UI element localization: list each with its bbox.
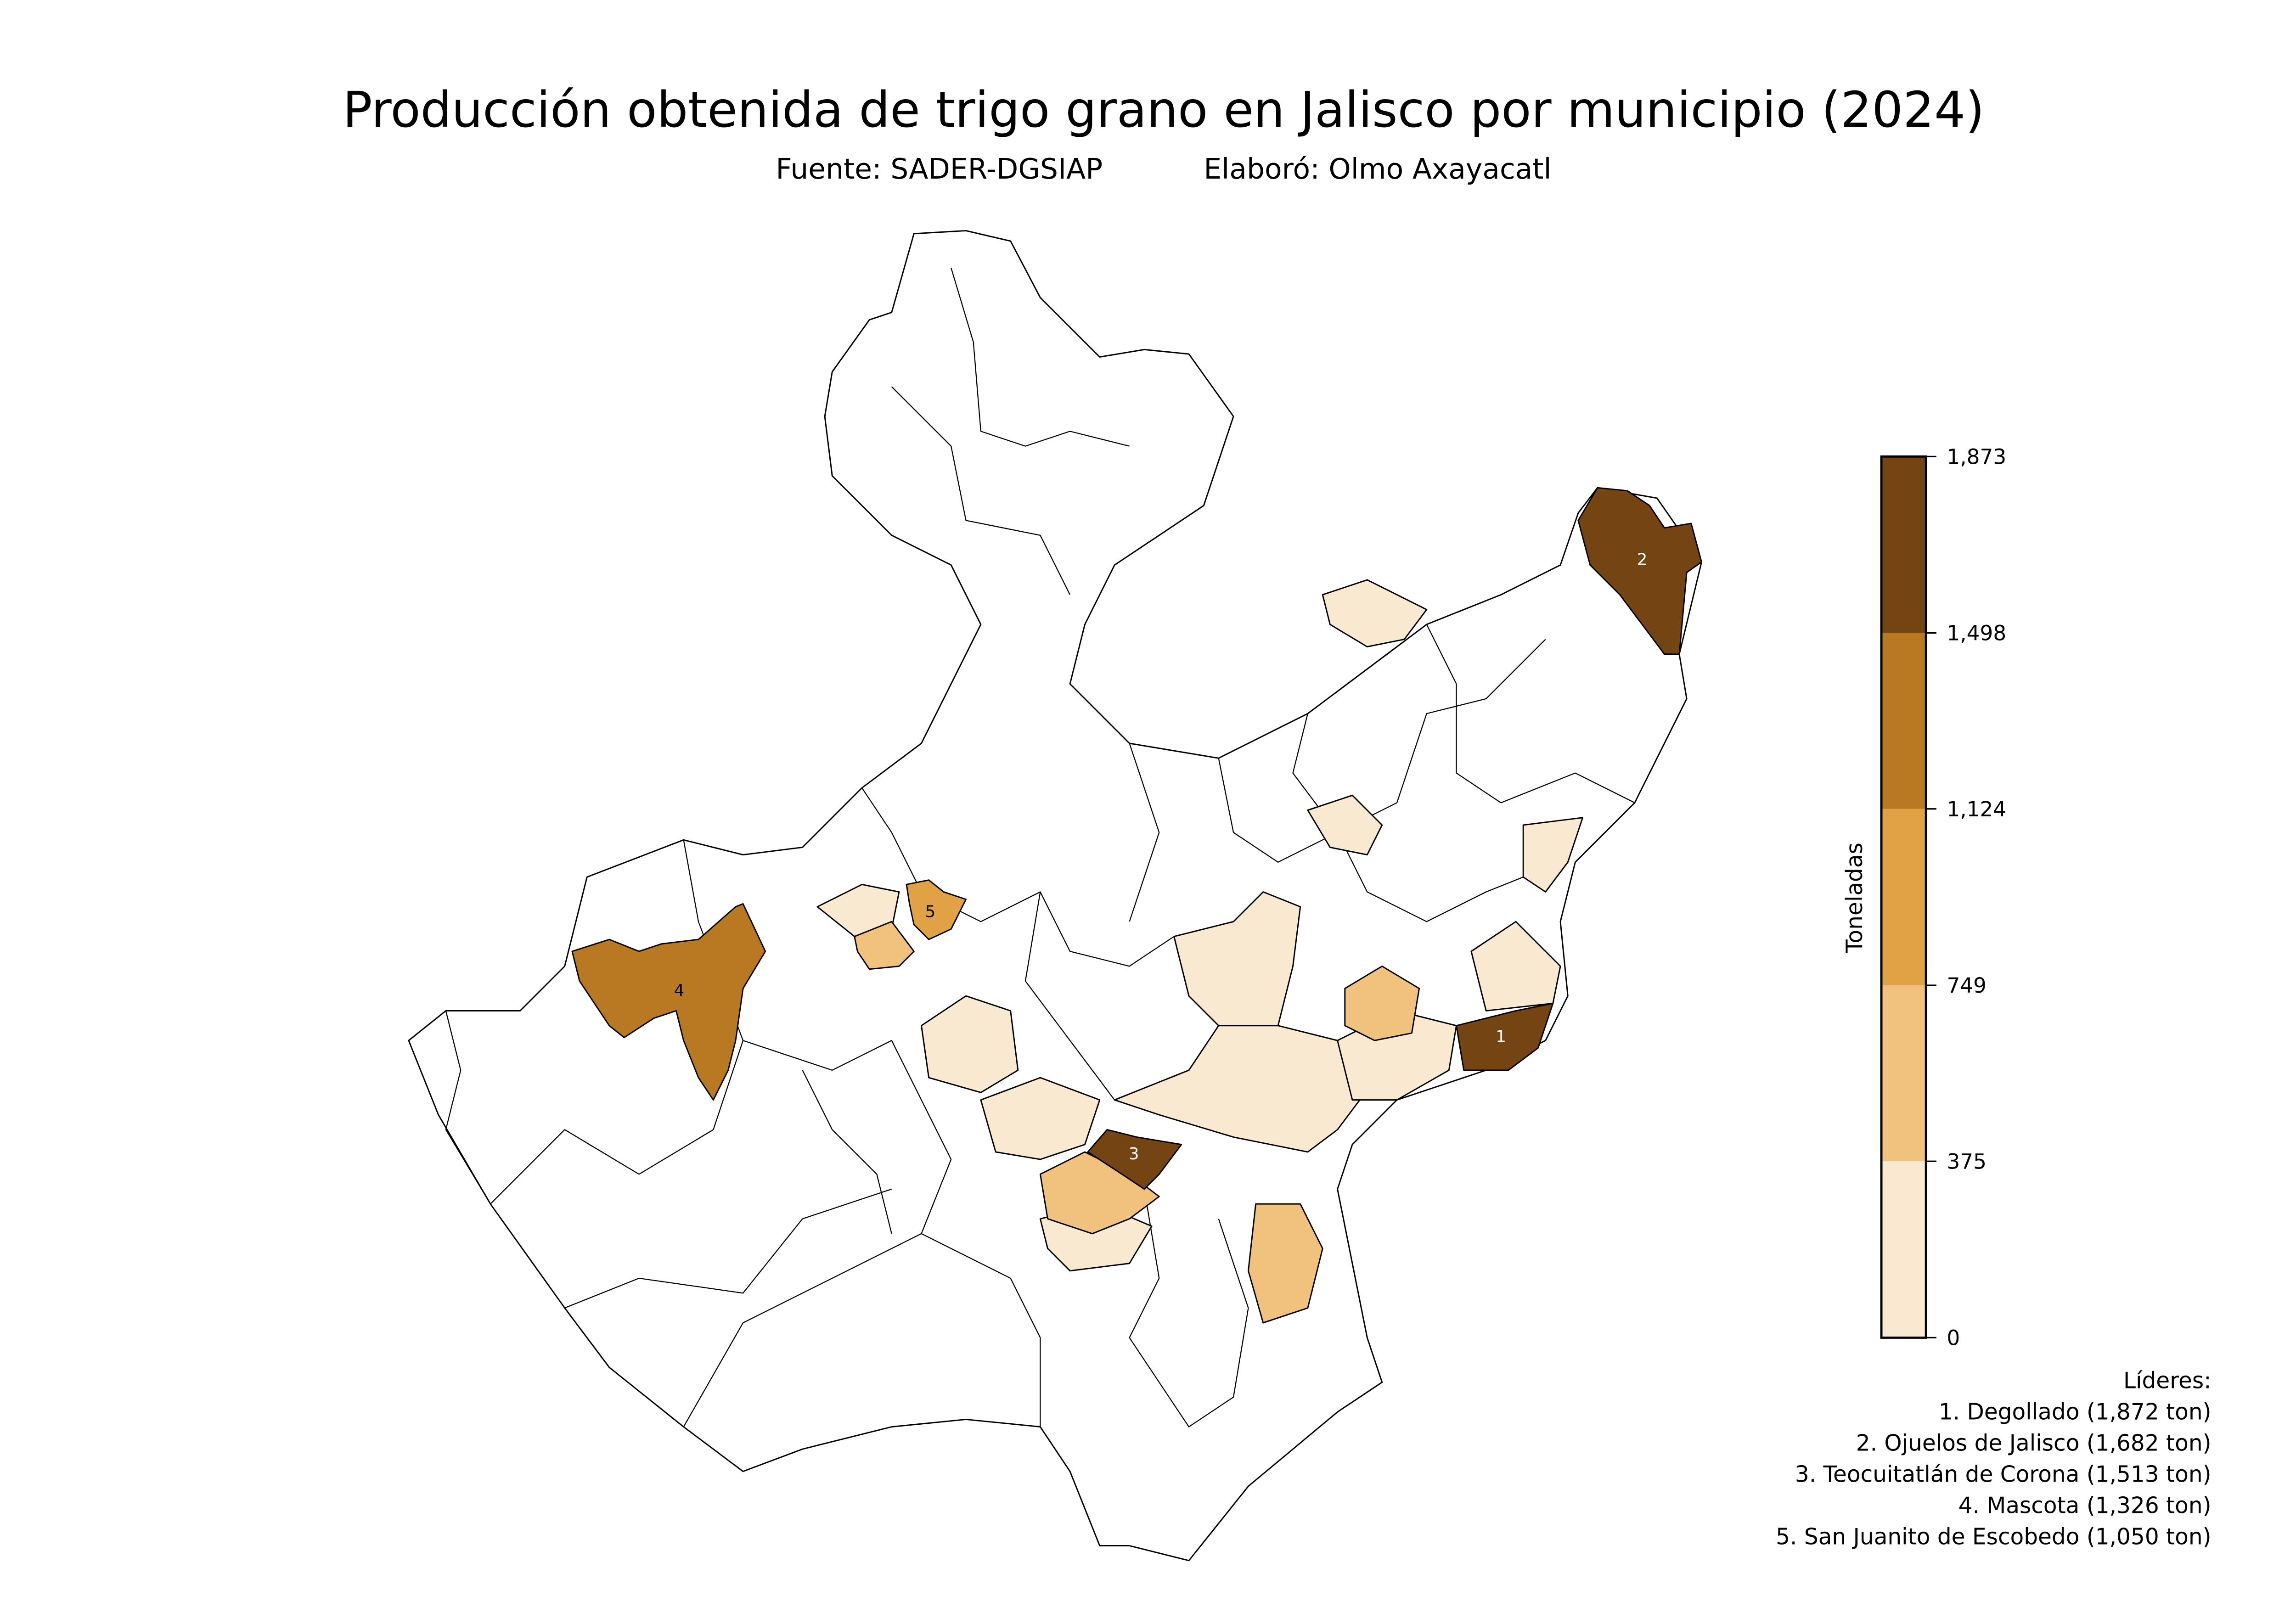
mid-production-municipalities bbox=[854, 921, 1420, 1324]
colorbar-bin bbox=[1881, 633, 1926, 809]
legend-item: 4. Mascota (1,326 ton) bbox=[1958, 1493, 2212, 1518]
colorbar-tick-label: 1,124 bbox=[1947, 797, 2006, 821]
colorbar-tick-label: 1,498 bbox=[1947, 621, 2006, 646]
colorbar-frame bbox=[1880, 455, 1927, 1339]
leaders-legend: Líderes: 1. Degollado (1,872 ton) 2. Oju… bbox=[1776, 1368, 2211, 1550]
map-label-2: 2 bbox=[1637, 551, 1648, 569]
colorbar-tick-label: 0 bbox=[1947, 1326, 1960, 1350]
municipality-degollado bbox=[1456, 1002, 1554, 1071]
map-label-1: 1 bbox=[1496, 1027, 1506, 1046]
municipality-teocuitatlan bbox=[1087, 1129, 1182, 1190]
municipality-san-juanito bbox=[906, 879, 967, 940]
colorbar-bin bbox=[1881, 809, 1926, 985]
municipality-mascota bbox=[571, 903, 766, 1101]
region-near-5 bbox=[854, 921, 915, 970]
colorbar-bin bbox=[1881, 985, 1926, 1162]
legend-item: 5. San Juanito de Escobedo (1,050 ton) bbox=[1776, 1524, 2211, 1550]
subtitle-author: Elaboró: Olmo Axayacatl bbox=[1204, 153, 1551, 185]
colorbar-bin bbox=[1881, 456, 1926, 633]
state-outline bbox=[408, 230, 1702, 1562]
legend-title: Líderes: bbox=[2123, 1368, 2212, 1393]
colorbar-tick-label: 1,873 bbox=[1947, 445, 2006, 469]
colorbar-bin bbox=[1881, 1161, 1926, 1338]
map-label-3: 3 bbox=[1129, 1145, 1139, 1163]
map-label-4: 4 bbox=[674, 981, 685, 1000]
jalisco-map: 1 2 3 4 5 bbox=[408, 230, 1702, 1562]
legend-item: 1. Degollado (1,872 ton) bbox=[1939, 1399, 2212, 1425]
low-production-municipalities bbox=[816, 579, 1584, 1272]
colorbar-label: Toneladas bbox=[1842, 843, 1868, 954]
subtitle-source: Fuente: SADER-DGSIAP bbox=[776, 153, 1103, 185]
chart-title: Producción obtenida de trigo grano en Ja… bbox=[343, 82, 1984, 139]
municipality-ojuelos bbox=[1577, 487, 1702, 655]
colorbar-tick-label: 749 bbox=[1947, 973, 1986, 998]
colorbar-tick-label: 375 bbox=[1947, 1149, 1986, 1174]
colorbar: 0 375 749 1,124 1,498 1,873 bbox=[1880, 445, 2006, 1350]
legend-item: 2. Ojuelos de Jalisco (1,682 ton) bbox=[1856, 1430, 2212, 1456]
map-label-5: 5 bbox=[925, 903, 936, 921]
legend-item: 3. Teocuitatlán de Corona (1,513 ton) bbox=[1795, 1461, 2212, 1487]
